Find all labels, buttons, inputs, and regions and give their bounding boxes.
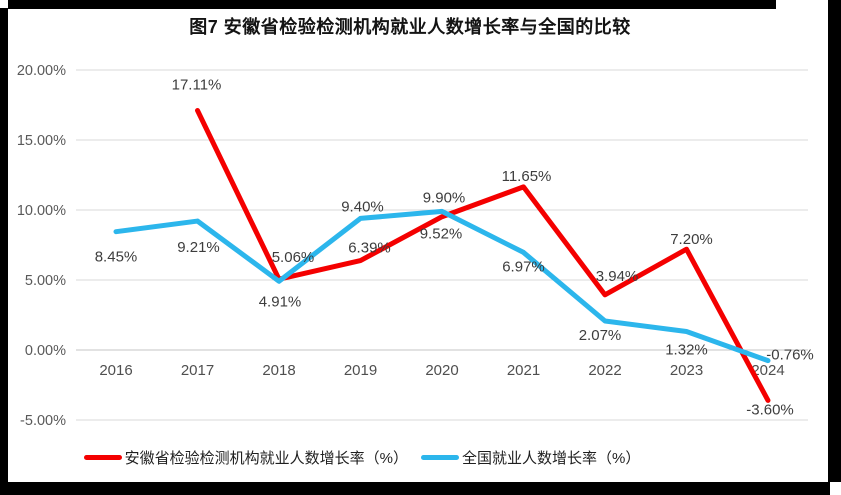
legend-label-anhui: 安徽省检验检测机构就业人数增长率（%） [124,449,408,467]
data-label: 6.97% [502,258,545,275]
y-axis-tick-label: -5.00% [20,413,66,429]
screen-edge-left [0,8,8,495]
screen-edge-bottom [0,482,830,495]
data-label: 2.07% [579,327,622,344]
x-axis-label: 2020 [425,362,458,379]
y-axis-tick-label: 15.00% [17,133,66,149]
x-axis-label: 2017 [181,362,214,379]
x-axis-label: 2023 [670,362,703,379]
legend-line-swatch-anhui [83,454,122,460]
data-label: 8.45% [95,249,138,266]
x-axis-label: 2021 [507,362,540,379]
data-label: 1.32% [665,342,708,359]
x-axis-label: 2018 [262,362,295,379]
data-label: 4.91% [259,293,302,310]
data-label: 7.20% [670,231,713,248]
series-line-national [113,208,771,364]
data-label: 3.94% [596,268,639,285]
data-label: 9.40% [341,198,384,215]
y-axis-tick-label: 20.00% [17,63,66,79]
legend-line-swatch-national [421,454,459,460]
data-label: 9.90% [423,189,466,206]
series-line-anhui [195,107,771,403]
y-axis-tick-label: 0.00% [25,343,66,359]
screen-edge-right [828,0,841,482]
data-label: -0.76% [766,347,814,364]
chart-legend: 安徽省检验检测机构就业人数增长率（%） 全国就业人数增长率（%） [0,447,724,467]
y-axis-tick-label: 5.00% [25,273,66,289]
x-axis-label: 2019 [344,362,377,379]
data-label: 6.39% [348,240,391,257]
legend-label-national: 全国就业人数增长率（%） [462,449,641,467]
data-label: 9.52% [420,226,463,243]
x-axis-label: 2016 [99,362,132,379]
screen-edge-top [8,0,776,9]
y-axis-tick-label: 10.00% [17,203,66,219]
chart-title: 图7 安徽省检验检测机构就业人数增长率与全国的比较 [189,17,631,37]
data-label: 17.11% [172,76,222,93]
data-label: 5.06% [272,249,315,266]
x-axis-label: 2024 [751,362,784,379]
data-label: -3.60% [746,401,794,418]
data-label: 9.21% [177,239,220,256]
x-axis-label: 2022 [588,362,621,379]
legend-item-anhui: 安徽省检验检测机构就业人数增长率（%） [83,447,408,468]
legend-item-national: 全国就业人数增长率（%） [421,447,640,468]
data-label: 11.65% [502,168,552,185]
